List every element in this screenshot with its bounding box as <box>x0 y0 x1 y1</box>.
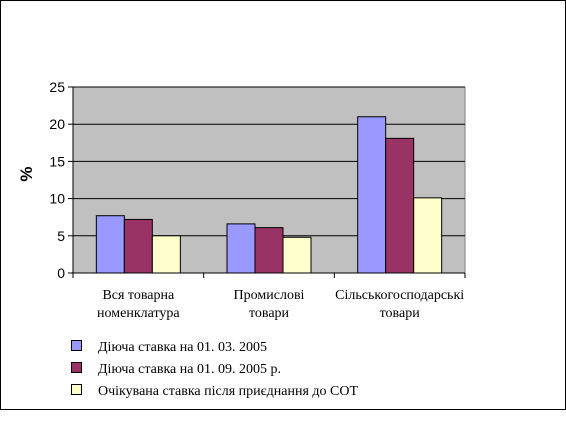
legend-swatch <box>71 362 82 374</box>
legend-label: Діюча ставка на 01. 03. 2005 <box>98 340 267 355</box>
axes: 0 5 10 15 20 25 Вся товарна номенклатура Промисл… <box>49 79 466 321</box>
bar <box>413 197 443 274</box>
bar <box>226 223 256 274</box>
bar <box>151 235 181 274</box>
legend-item: Діюча ставка на 01. 03. 2005 <box>71 337 358 359</box>
x-category-label: номенклатура <box>97 306 180 321</box>
y-tick-label: 5 <box>57 228 65 244</box>
x-category-label: товари <box>249 306 290 321</box>
legend-label: Діюча ставка на 01. 09. 2005 р. <box>98 362 281 377</box>
bar <box>95 215 125 274</box>
y-tick-label: 10 <box>49 191 65 207</box>
bar <box>282 236 312 274</box>
legend-item: Діюча ставка на 01. 09. 2005 р. <box>71 359 358 381</box>
x-category-label: Сільськогосподарські <box>335 288 464 303</box>
legend-swatch <box>71 340 82 352</box>
y-tick-label: 25 <box>49 79 65 95</box>
legend-label: Очікувана ставка після приєднання до СОТ <box>98 384 359 399</box>
legend: Діюча ставка на 01. 03. 2005 Діюча ставка… <box>71 337 358 403</box>
y-axis-label: % <box>17 166 36 181</box>
x-category-label: Вся товарна <box>102 288 175 303</box>
bar <box>357 116 387 274</box>
legend-item: Очікувана ставка після приєднання до СОТ <box>71 381 358 403</box>
bar <box>254 227 284 274</box>
y-tick-label: 20 <box>49 116 65 132</box>
chart-frame: 0 5 10 15 20 25 Вся товарна номенклатура Промисл… <box>0 0 566 410</box>
bars <box>95 116 443 274</box>
x-category-label: Промислові <box>234 288 305 303</box>
bar <box>385 137 415 274</box>
legend-swatch <box>71 384 82 396</box>
x-category-label: товари <box>380 306 421 321</box>
y-tick-label: 0 <box>57 265 65 281</box>
y-tick-label: 15 <box>49 153 65 169</box>
bar <box>123 218 153 274</box>
